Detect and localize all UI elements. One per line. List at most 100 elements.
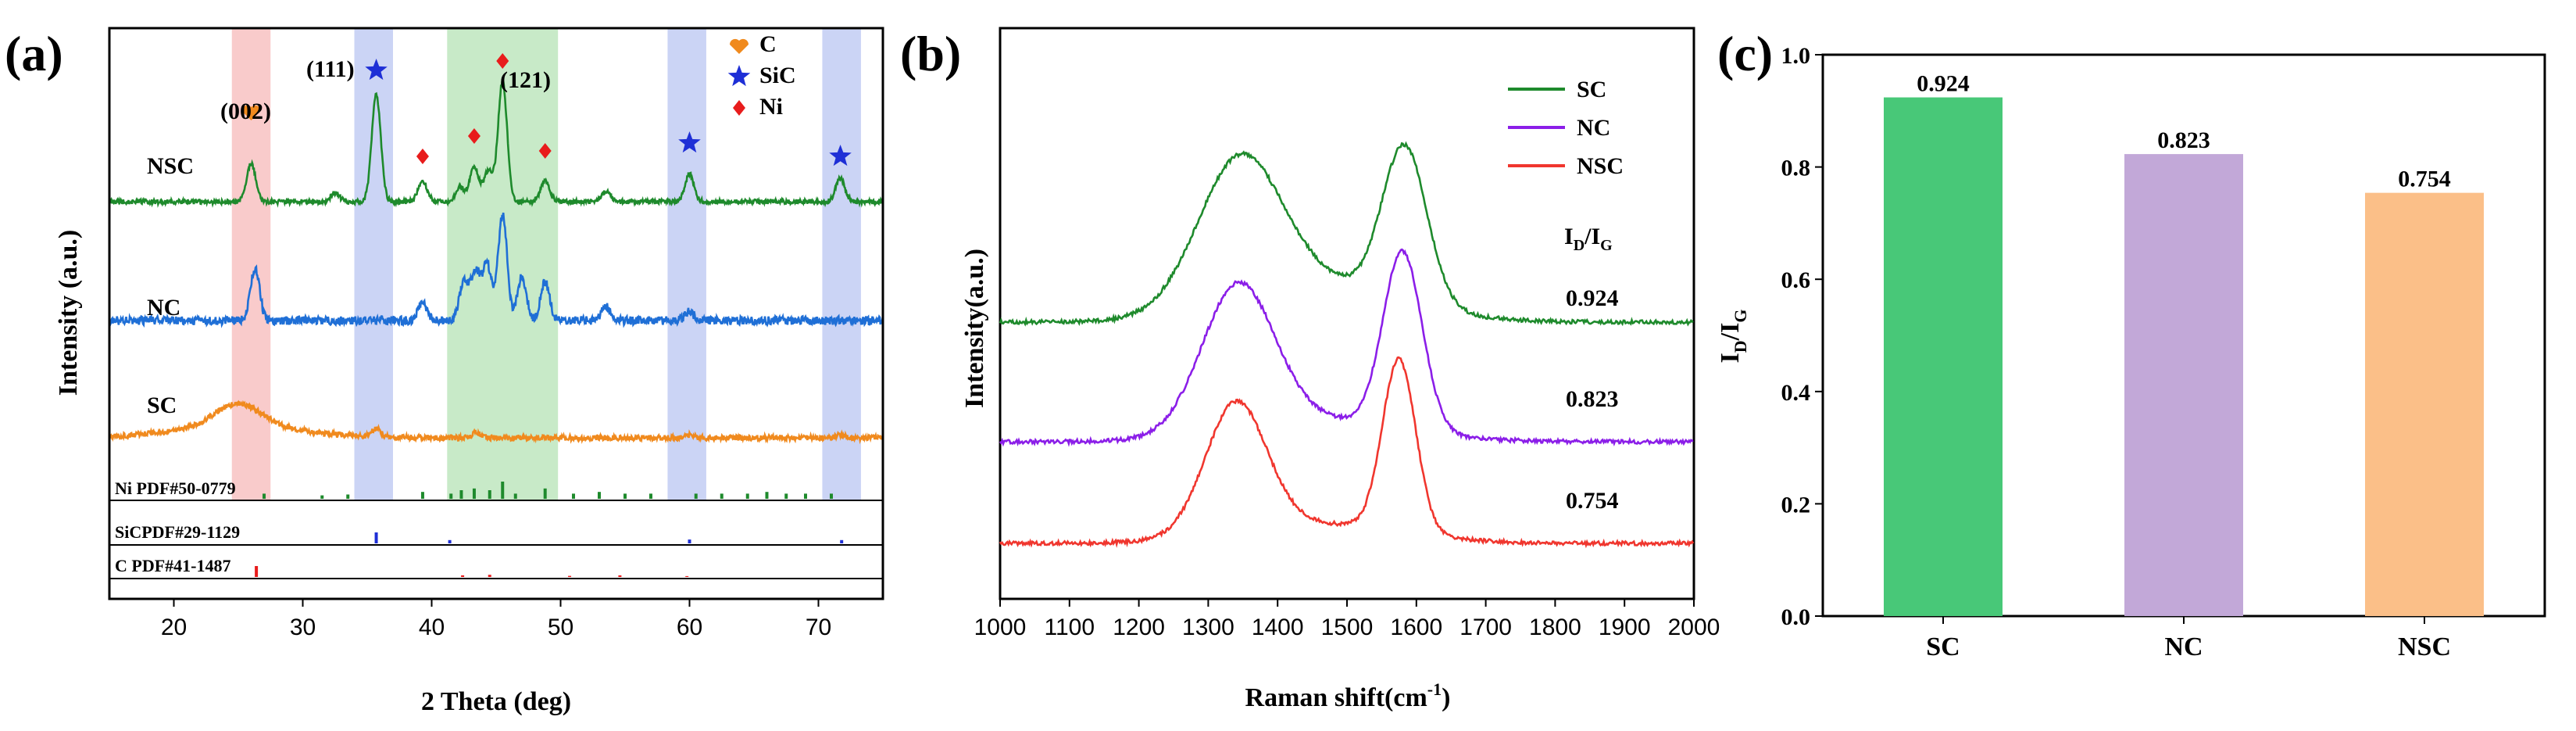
- peak-marker-2: [496, 53, 509, 69]
- raman-x-title-main: Raman shift(cm: [1245, 683, 1427, 712]
- ratio-bars: 0.924 SC 0.823 NC 0.754 NSC: [1884, 71, 2484, 661]
- raman-legend-nc: NC: [1577, 115, 1610, 141]
- panel-label-b: (b): [900, 26, 961, 81]
- xrd-label-nc: NC: [147, 295, 180, 321]
- xrd-legend: [727, 38, 751, 116]
- bar-ytick-label-0.6: 0.6: [1781, 267, 1811, 293]
- bar-ytick-label-0.2: 0.2: [1781, 492, 1811, 518]
- xrd-tick-label-40: 40: [419, 615, 445, 640]
- raman-x-title-end: ): [1442, 683, 1450, 712]
- xrd-curves: [108, 80, 884, 445]
- xrd-frame: [108, 27, 884, 600]
- peak-marker-0: [241, 105, 261, 120]
- xrd-tick-label-50: 50: [548, 615, 573, 640]
- reference-patterns: [255, 482, 844, 577]
- raman-tick-label-1600: 1600: [1390, 615, 1442, 640]
- peak-marker-5: [538, 143, 552, 159]
- highlight-band-3: [667, 29, 706, 500]
- xrd-y-axis-title: Intensity (a.u.): [54, 230, 83, 396]
- highlight-band-2: [447, 29, 559, 500]
- bar-value-sc: 0.924: [1917, 71, 1970, 97]
- raman-series-sc: [999, 141, 1694, 327]
- ref-label-ni: Ni PDF#50-0779: [115, 478, 236, 498]
- xrd-tick-label-20: 20: [161, 615, 187, 640]
- xrd-x-ticks: 20 30 40 50 60 70: [161, 599, 831, 640]
- xrd-x-axis-title: 2 Theta (deg): [421, 687, 571, 716]
- bar-ytick-label-1.0: 1.0: [1781, 43, 1811, 69]
- raman-curves: [999, 141, 1695, 549]
- raman-legend-nsc: NSC: [1577, 153, 1624, 179]
- ylabel-slash: /I: [1716, 323, 1745, 342]
- ylabel-i: I: [1716, 353, 1745, 363]
- ratio-i: I: [1564, 224, 1574, 249]
- highlight-band-1: [354, 29, 393, 500]
- raman-series-nc: [999, 248, 1694, 447]
- raman-ratio-nsc: 0.754: [1566, 488, 1619, 514]
- bar-y-ticks: 0.0 0.2 0.4 0.6 0.8 1.0: [1781, 43, 1823, 630]
- raman-ratio-header: ID/IG: [1564, 224, 1613, 254]
- bar-y-axis-title: ID/IG: [1716, 310, 1750, 364]
- raman-tick-label-2000: 2000: [1668, 615, 1720, 640]
- raman-y-axis-title: Intensity(a.u.): [960, 249, 989, 408]
- xrd-series-nc: [109, 212, 884, 328]
- legend-label-c: C: [759, 31, 777, 57]
- peak-marker-4: [467, 128, 481, 144]
- peak-marker-3: [416, 149, 429, 164]
- peak-marker-6: [678, 131, 701, 153]
- raman-panel: 1000 1100 1200 1300 1400 1500 1600 1700 1800 1900…: [900, 26, 1720, 712]
- legend-marker-sic: [727, 65, 751, 87]
- xrd-tick-label-60: 60: [677, 615, 702, 640]
- ratio-g: G: [1600, 237, 1613, 254]
- legend-label-ni: Ni: [759, 94, 783, 120]
- peak-marker-1: [365, 59, 388, 81]
- panel-label-c: (c): [1717, 26, 1773, 81]
- annotation-121: (121): [500, 67, 551, 93]
- ref-label-c: C PDF#41-1487: [115, 556, 230, 575]
- xrd-panel: 20 30 40 50 60 70 (a) 2 Theta (deg) Intensity…: [5, 26, 884, 716]
- legend-marker-c: [729, 38, 749, 54]
- bar-ytick-label-0.0: 0.0: [1781, 604, 1811, 630]
- bar-ytick-label-0.8: 0.8: [1781, 156, 1811, 181]
- raman-tick-label-1300: 1300: [1182, 615, 1234, 640]
- highlight-band-4: [822, 29, 861, 500]
- raman-ratio-sc: 0.924: [1566, 285, 1619, 311]
- peak-markers: [241, 53, 852, 167]
- raman-x-title-sup: -1: [1427, 679, 1442, 699]
- raman-legend: [1508, 88, 1565, 167]
- legend-marker-ni: [733, 100, 745, 116]
- ref-label-sic: SiCPDF#29-1129: [115, 522, 240, 542]
- raman-tick-label-1500: 1500: [1321, 615, 1374, 640]
- bar-nsc: [2365, 192, 2484, 617]
- bar-category-sc: SC: [1926, 632, 1960, 661]
- raman-tick-label-1000: 1000: [974, 615, 1027, 640]
- peak-marker-7: [829, 145, 852, 167]
- raman-legend-sc: SC: [1577, 77, 1606, 102]
- xrd-axes: [108, 27, 884, 600]
- raman-tick-label-1900: 1900: [1599, 615, 1651, 640]
- xrd-label-sc: SC: [147, 392, 177, 418]
- bar-nc: [2124, 154, 2243, 616]
- bar-category-nsc: NSC: [2398, 632, 2451, 661]
- raman-tick-label-1800: 1800: [1529, 615, 1581, 640]
- raman-x-ticks: 1000 1100 1200 1300 1400 1500 1600 1700 1800 1900…: [974, 599, 1720, 640]
- raman-tick-label-1100: 1100: [1045, 615, 1095, 640]
- legend-label-sic: SiC: [759, 63, 796, 88]
- bar-sc: [1884, 97, 2003, 617]
- raman-ratio-nc: 0.823: [1566, 386, 1619, 412]
- raman-tick-label-1200: 1200: [1113, 615, 1165, 640]
- annotation-002: (002): [220, 99, 271, 124]
- ratio-bar-panel: 0.924 SC 0.823 NC 0.754 NSC 0.0 0.2 0.4 0.6 0.8 1.…: [1716, 26, 2546, 661]
- bar-value-nc: 0.823: [2157, 127, 2210, 153]
- bar-category-nc: NC: [2164, 632, 2203, 661]
- highlight-bands: [231, 29, 861, 500]
- ratio-slash: /I: [1584, 224, 1600, 249]
- annotation-111: (111): [306, 56, 355, 82]
- xrd-tick-label-30: 30: [290, 615, 316, 640]
- xrd-tick-label-70: 70: [806, 615, 831, 640]
- raman-tick-label-1400: 1400: [1252, 615, 1304, 640]
- xrd-series-sc: [108, 400, 884, 445]
- raman-x-axis-title: Raman shift(cm-1): [1245, 679, 1451, 712]
- raman-series-nsc: [999, 356, 1695, 549]
- bar-value-nsc: 0.754: [2398, 167, 2451, 192]
